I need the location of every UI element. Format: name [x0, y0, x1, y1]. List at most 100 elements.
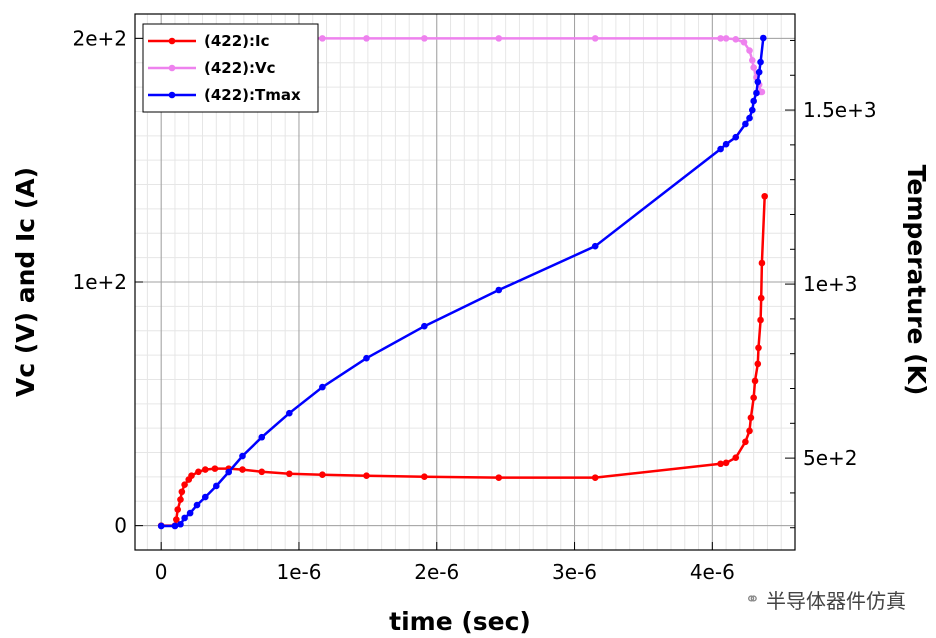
- data-point: [239, 452, 246, 460]
- legend-marker: [168, 91, 176, 99]
- data-point: [495, 286, 503, 294]
- y2-axis-label: Temperature (K): [902, 165, 931, 396]
- series-tmax: [157, 34, 767, 530]
- wechat-icon: ⚭: [744, 589, 760, 610]
- data-point: [193, 501, 201, 509]
- data-point: [748, 106, 756, 114]
- data-point: [591, 474, 599, 481]
- data-point: [750, 97, 757, 105]
- data-point: [171, 522, 179, 530]
- data-point: [722, 35, 730, 42]
- data-point: [757, 316, 764, 324]
- data-point: [212, 482, 220, 490]
- x-tick-label: 0: [155, 560, 168, 584]
- data-point: [717, 460, 724, 468]
- x-tick-label: 2e-6: [414, 560, 459, 584]
- legend-marker: [168, 64, 176, 72]
- data-point: [746, 114, 753, 122]
- data-point: [286, 470, 293, 478]
- x-axis-label: time (sec): [389, 607, 531, 636]
- data-point: [319, 471, 326, 479]
- data-point: [178, 488, 186, 496]
- data-point: [755, 344, 762, 352]
- data-point: [421, 473, 428, 480]
- data-point: [750, 394, 757, 402]
- data-point: [363, 472, 370, 479]
- data-point: [173, 516, 180, 523]
- data-point: [157, 522, 165, 530]
- watermark: ⚭ 半导体器件仿真: [745, 585, 906, 614]
- y2-tick-label: 1e+3: [803, 272, 858, 296]
- data-point: [750, 64, 757, 71]
- data-point: [742, 438, 749, 446]
- data-point: [186, 509, 194, 517]
- data-point: [761, 192, 768, 200]
- data-point: [754, 78, 762, 86]
- data-point: [286, 409, 293, 417]
- series-ic: [157, 192, 768, 529]
- data-point: [740, 38, 748, 46]
- data-point: [258, 468, 266, 476]
- data-point: [258, 433, 266, 441]
- y2-tick-label: 1.5e+3: [803, 98, 877, 122]
- data-point: [753, 89, 760, 97]
- data-point: [758, 259, 766, 267]
- data-point: [225, 468, 232, 476]
- watermark-text: 半导体器件仿真: [766, 589, 906, 613]
- data-point: [421, 35, 428, 42]
- data-point: [319, 383, 326, 391]
- legend-label: (422):Tmax: [204, 86, 301, 104]
- data-point: [177, 496, 184, 503]
- data-point: [717, 145, 724, 153]
- data-point: [754, 360, 762, 368]
- series-layer: [157, 34, 768, 530]
- data-point: [363, 354, 370, 362]
- data-point: [239, 466, 246, 473]
- data-point: [181, 514, 188, 522]
- legend-label: (422):Ic: [204, 32, 270, 50]
- data-point: [748, 56, 756, 64]
- data-point: [177, 520, 184, 528]
- data-point: [751, 377, 759, 385]
- data-point: [757, 294, 765, 302]
- data-point: [591, 242, 599, 250]
- data-point: [732, 133, 740, 141]
- data-point: [201, 493, 209, 501]
- ticks: 0 1e-6 2e-6 3e-6 4e-6 0 1e+2 2e+2 5e+2 1e+3 1.5e+3: [72, 26, 876, 584]
- y-tick-label: 1e+2: [72, 270, 127, 294]
- data-point: [319, 35, 326, 42]
- y-tick-label: 2e+2: [72, 26, 127, 50]
- data-point: [747, 414, 755, 422]
- data-point: [495, 474, 503, 481]
- data-point: [760, 34, 767, 42]
- x-tick-label: 4e-6: [690, 560, 735, 584]
- data-point: [758, 88, 766, 96]
- data-point: [717, 35, 724, 42]
- data-point: [201, 466, 209, 473]
- legend: (422):Ic (422):Vc (422):Tmax: [142, 23, 319, 113]
- legend-marker: [168, 37, 176, 45]
- data-point: [591, 35, 599, 42]
- x-tick-label: 3e-6: [552, 560, 597, 584]
- data-point: [495, 35, 503, 42]
- data-point: [174, 506, 182, 513]
- data-point: [722, 459, 730, 467]
- data-point: [722, 140, 730, 148]
- data-point: [742, 120, 749, 128]
- series-line: [161, 196, 766, 527]
- data-point: [421, 322, 428, 330]
- y-tick-label: 0: [114, 514, 127, 538]
- data-point: [746, 427, 753, 435]
- data-point: [188, 472, 195, 479]
- data-point: [211, 465, 219, 472]
- data-point: [732, 454, 740, 461]
- data-point: [732, 36, 740, 43]
- data-point: [746, 47, 753, 54]
- data-point: [757, 58, 764, 66]
- y2-tick-label: 5e+2: [803, 446, 858, 470]
- y-axis-label: Vc (V) and Ic (A): [11, 167, 40, 397]
- data-point: [363, 35, 370, 42]
- data-point: [195, 468, 202, 476]
- data-point: [755, 68, 763, 76]
